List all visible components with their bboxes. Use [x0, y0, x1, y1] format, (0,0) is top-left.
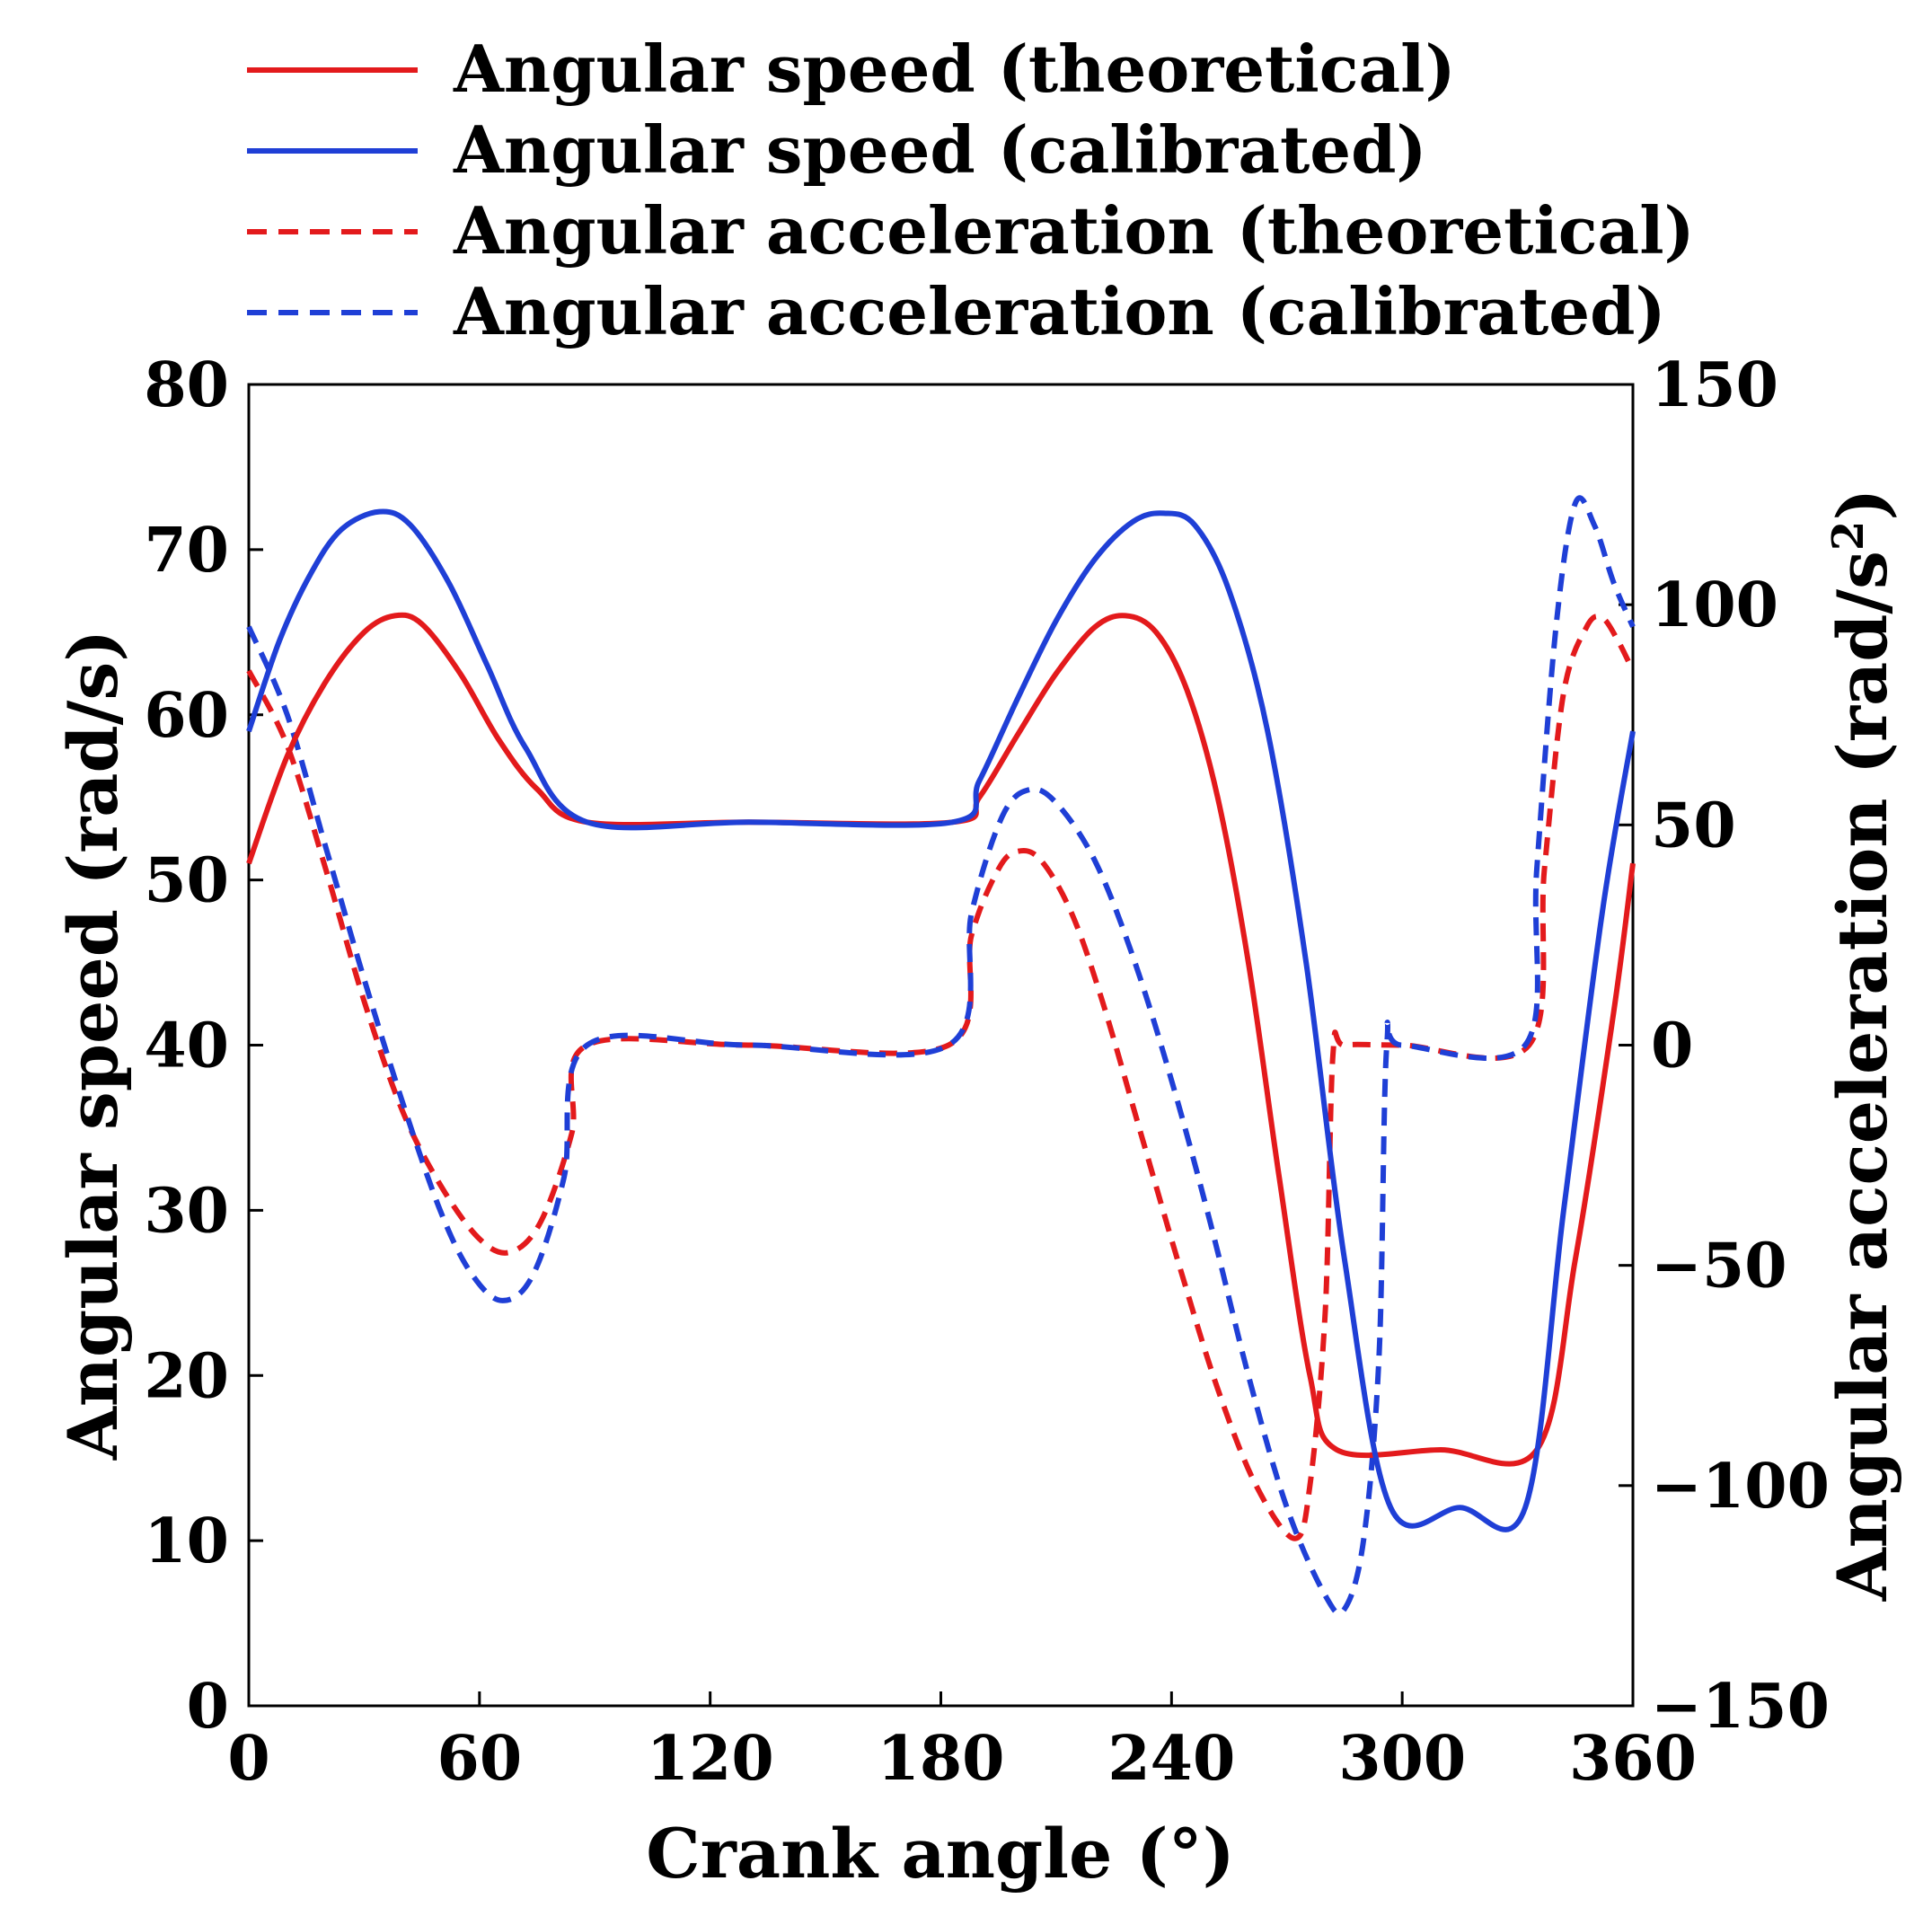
- x-tick-label: 240: [1107, 1723, 1235, 1795]
- series-layer: [246, 495, 1636, 1617]
- y-tick-label: 60: [144, 680, 229, 752]
- y-tick-label: 10: [144, 1506, 229, 1577]
- legend-label-speed-calibrated: Angular speed (calibrated): [453, 111, 1426, 188]
- y2-axis-title-close: ): [1822, 489, 1902, 521]
- ticks: 0 60 120 180 240 300 360 0 10 20 30 40 50 60 70 80 −150 −…: [144, 349, 1830, 1795]
- y2-axis-title-sup: 2: [1823, 521, 1874, 551]
- x-tick-label: 180: [878, 1723, 1005, 1795]
- y2-axis-title: Angular acceleration (rad/s2): [1822, 489, 1902, 1603]
- y-tick-label: 70: [144, 515, 229, 587]
- x-axis-title: Crank angle (°): [646, 1814, 1234, 1894]
- legend: Angular speed (theoretical) Angular spee…: [247, 31, 1695, 349]
- y-tick-label: 80: [144, 349, 229, 421]
- legend-label-accel-theoretical: Angular acceleration (theoretical): [453, 192, 1695, 269]
- y-tick-label: 0: [187, 1671, 229, 1743]
- series-line-speed-theoretical: [246, 612, 1636, 1467]
- legend-label-accel-calibrated: Angular acceleration (calibrated): [453, 273, 1666, 349]
- series-line-speed-calibrated: [246, 508, 1636, 1532]
- y-tick-label: 20: [144, 1340, 229, 1412]
- y-tick-label: 30: [144, 1175, 229, 1247]
- plot-frame: [247, 383, 1635, 1708]
- y2-tick-label: 50: [1651, 790, 1736, 861]
- y2-tick-label: −100: [1651, 1451, 1830, 1523]
- y-axis-title: Angular speed (rad/s): [53, 630, 133, 1461]
- y2-tick-label: 100: [1651, 570, 1778, 641]
- y2-axis-title-base: Angular acceleration (rad/s: [1822, 551, 1902, 1602]
- y-tick-label: 50: [144, 845, 229, 917]
- x-tick-label: 120: [647, 1723, 774, 1795]
- series-line-accel-calibrated: [246, 495, 1636, 1617]
- x-tick-label: 360: [1569, 1723, 1697, 1795]
- series-line-accel-theoretical: [246, 614, 1636, 1541]
- x-tick-label: 0: [227, 1723, 269, 1795]
- y2-tick-label: 0: [1651, 1011, 1693, 1082]
- y2-tick-label: −50: [1651, 1231, 1787, 1302]
- x-tick-label: 300: [1338, 1723, 1466, 1795]
- y-tick-label: 40: [144, 1011, 229, 1082]
- legend-label-speed-theoretical: Angular speed (theoretical): [453, 31, 1456, 107]
- y2-tick-label: 150: [1651, 349, 1778, 421]
- x-tick-label: 60: [437, 1723, 523, 1795]
- y2-tick-label: −150: [1651, 1671, 1830, 1743]
